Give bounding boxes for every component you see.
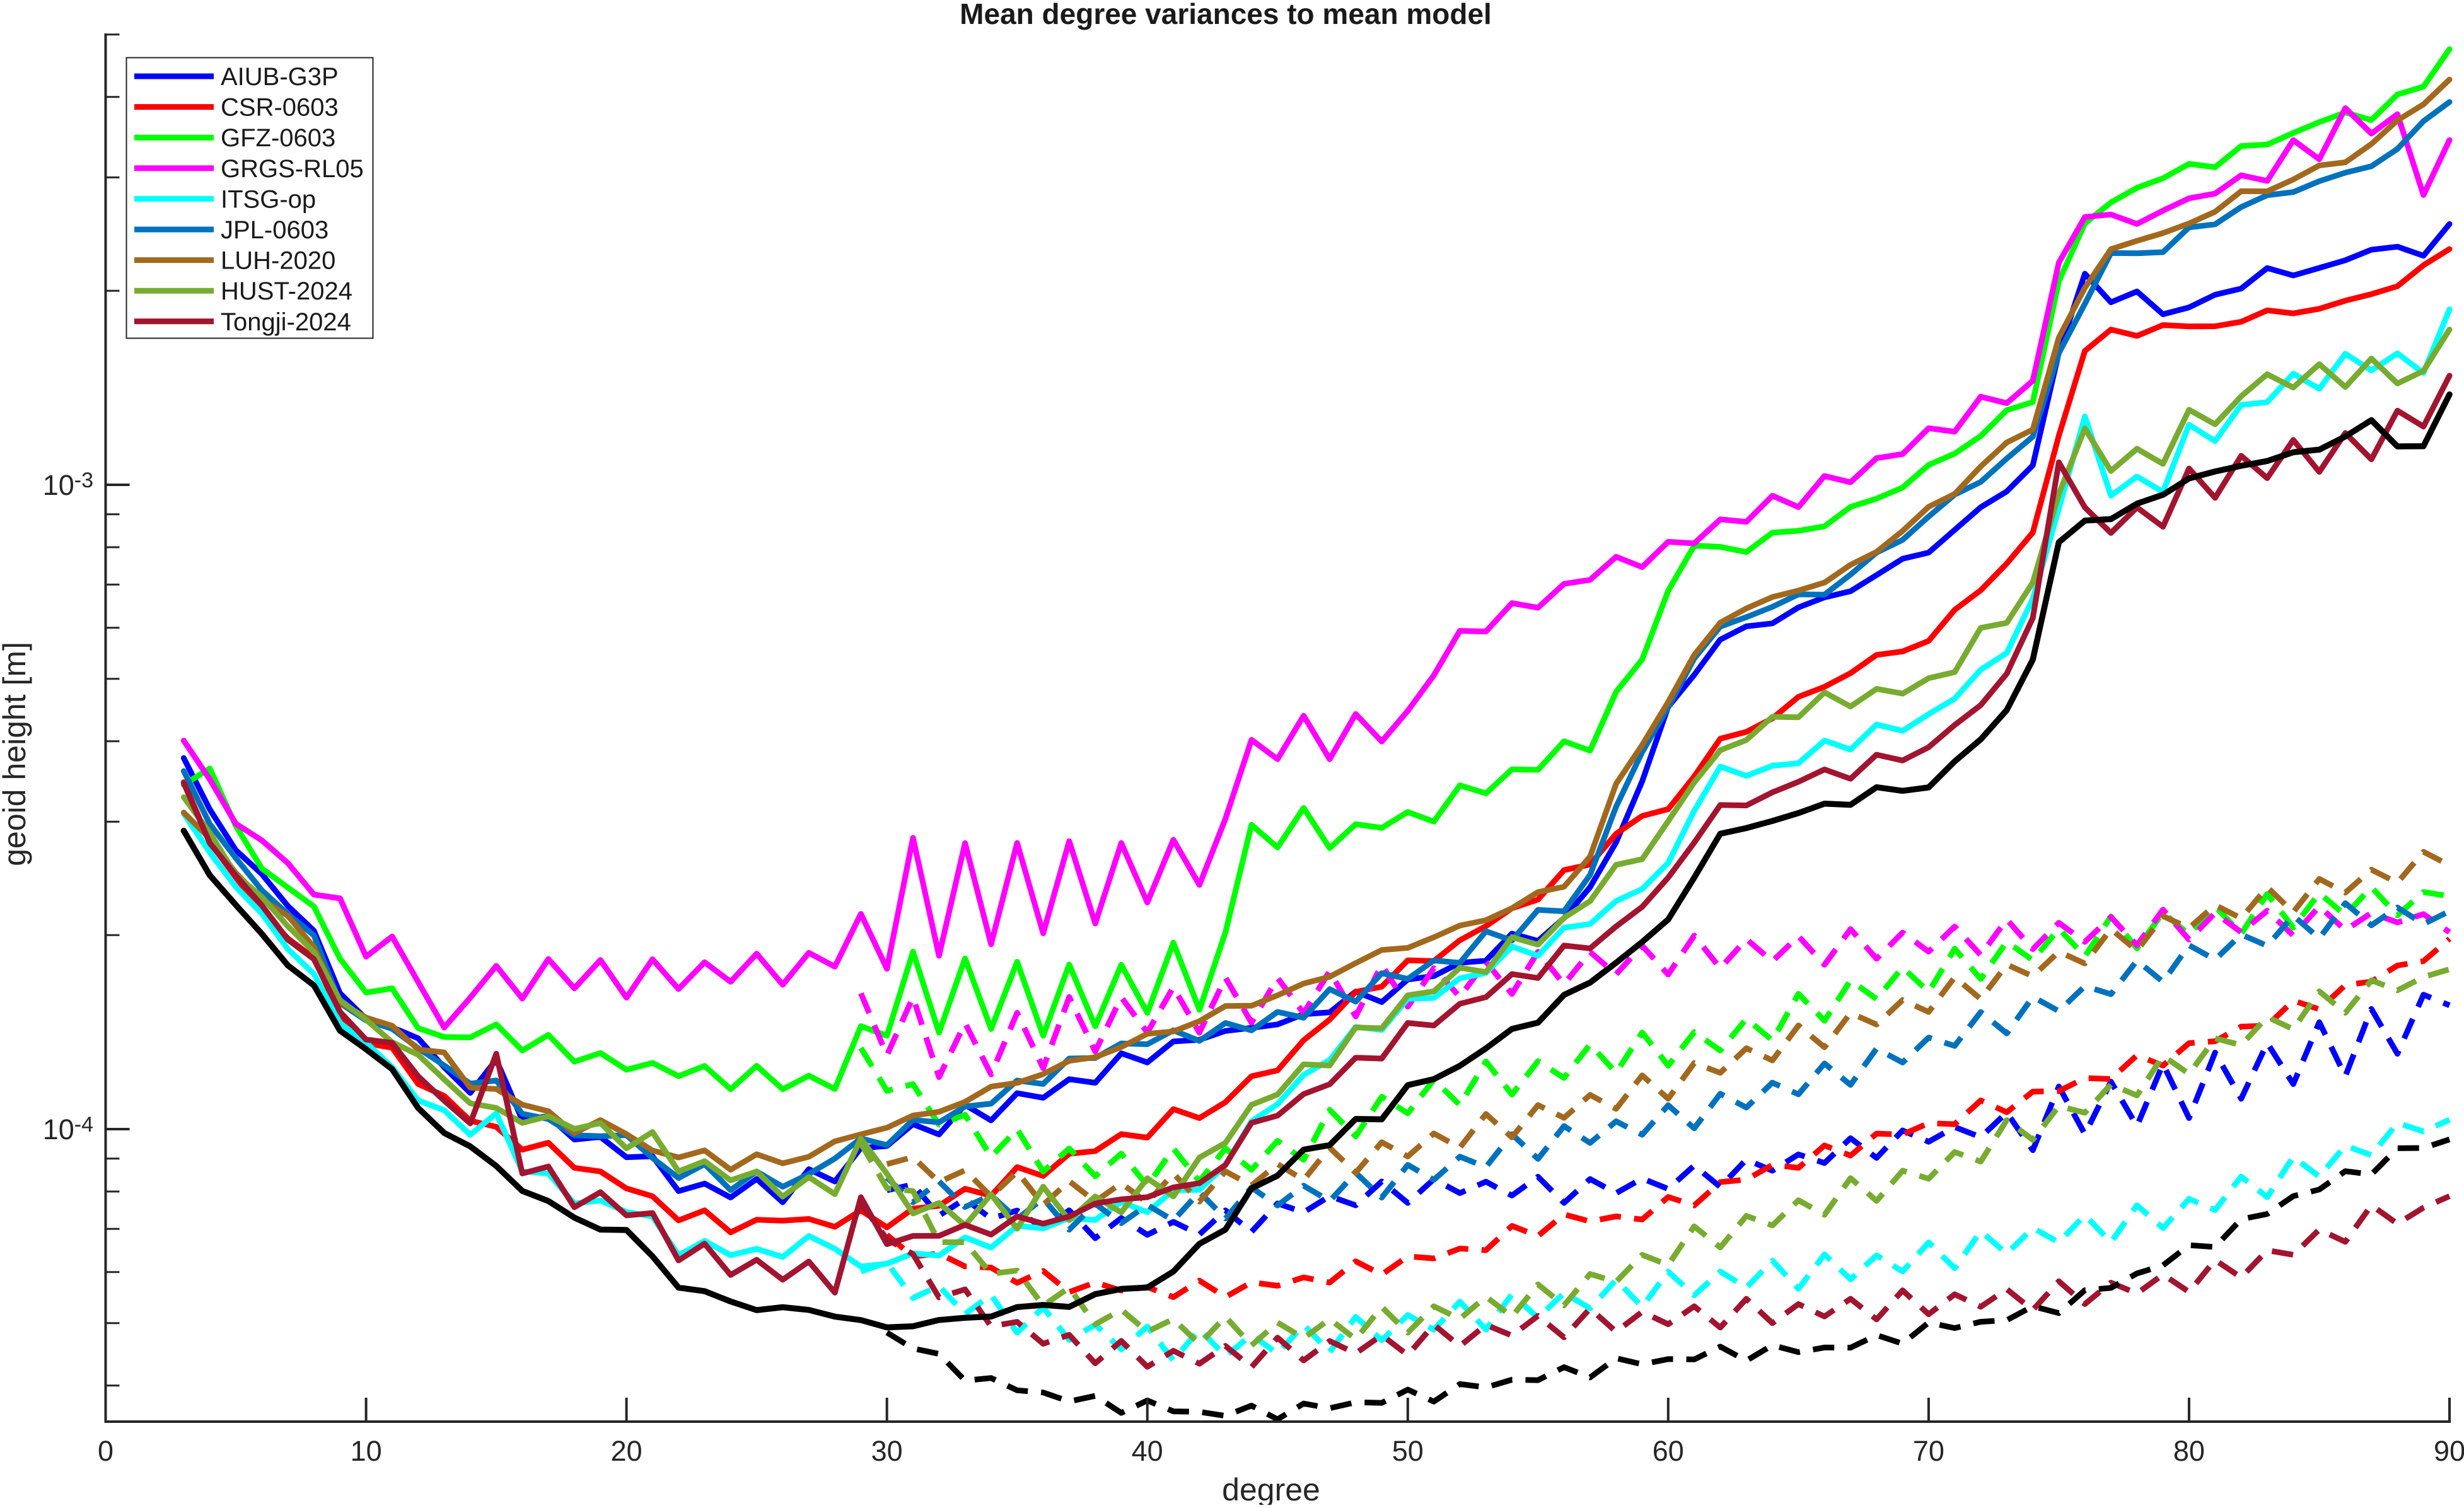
svg-text:AIUB-G3P: AIUB-G3P	[221, 63, 339, 91]
svg-text:60: 60	[1653, 1435, 1684, 1467]
svg-text:HUST-2024: HUST-2024	[221, 277, 352, 305]
svg-text:90: 90	[2434, 1435, 2464, 1467]
svg-text:GRGS-RL05: GRGS-RL05	[221, 155, 364, 183]
svg-text:JPL-0603: JPL-0603	[221, 216, 328, 244]
svg-text:LUH-2020: LUH-2020	[221, 247, 335, 275]
svg-text:30: 30	[871, 1435, 903, 1467]
svg-text:Tongji-2024: Tongji-2024	[221, 308, 351, 336]
svg-text:Mean degree variances to mean: Mean degree variances to mean model	[960, 0, 1492, 30]
svg-text:10: 10	[351, 1435, 382, 1467]
svg-text:ITSG-op: ITSG-op	[221, 185, 316, 213]
svg-text:50: 50	[1392, 1435, 1424, 1467]
svg-text:0: 0	[98, 1435, 113, 1467]
svg-text:degree: degree	[1222, 1472, 1320, 1505]
svg-text:20: 20	[611, 1435, 642, 1467]
svg-text:geoid height [m]: geoid height [m]	[0, 642, 32, 866]
svg-text:10-4: 10-4	[43, 1113, 93, 1146]
svg-text:GFZ-0603: GFZ-0603	[221, 124, 335, 152]
svg-text:40: 40	[1132, 1435, 1163, 1467]
svg-text:80: 80	[2173, 1435, 2205, 1467]
svg-text:70: 70	[1913, 1435, 1944, 1467]
svg-text:CSR-0603: CSR-0603	[221, 94, 339, 122]
